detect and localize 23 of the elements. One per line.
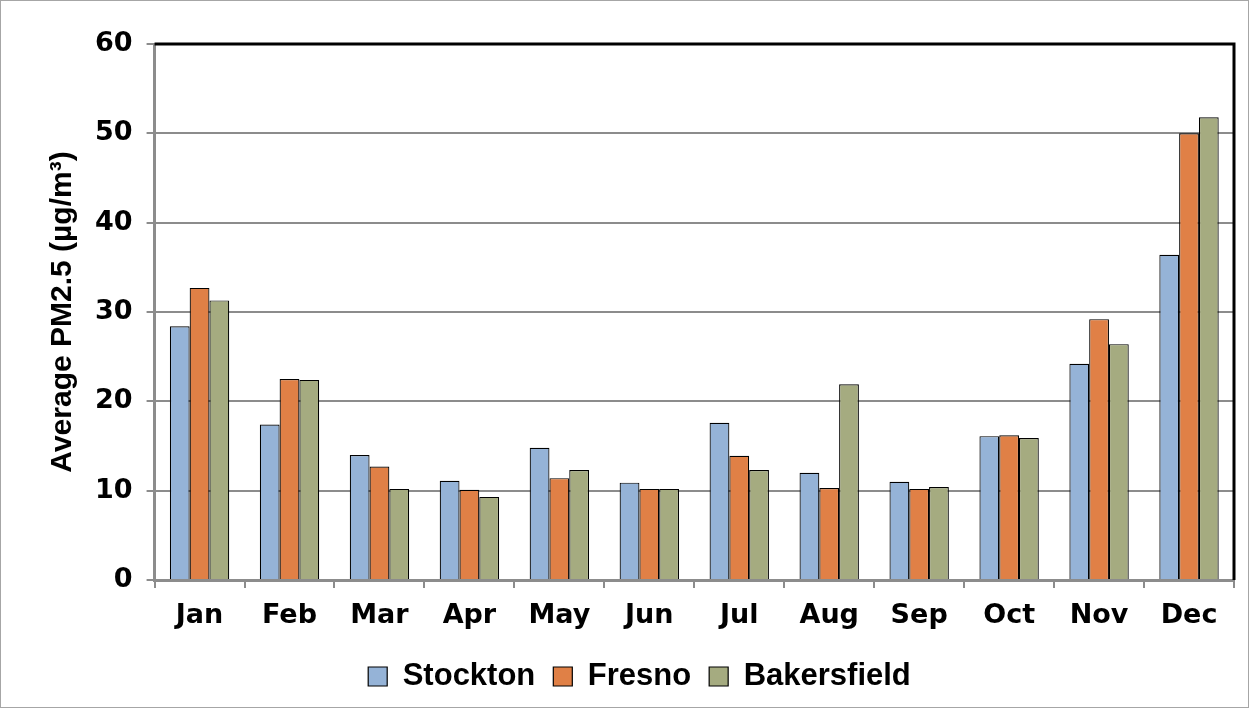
x-tick-label: Apr bbox=[442, 597, 497, 629]
legend-label: Stockton bbox=[402, 657, 536, 693]
y-tick-label: 20 bbox=[95, 383, 133, 415]
y-tick-label: 30 bbox=[95, 294, 133, 326]
y-tick-label: 10 bbox=[95, 472, 133, 504]
x-tick-label: Oct bbox=[983, 597, 1036, 629]
x-tick-label: Dec bbox=[1160, 597, 1218, 629]
x-tick-label: Sep bbox=[890, 597, 948, 629]
y-tick-label: 0 bbox=[113, 562, 133, 594]
x-tick-label: Nov bbox=[1069, 597, 1129, 629]
x-tick-label: May bbox=[528, 597, 591, 629]
x-tick-label: Jan bbox=[173, 597, 224, 629]
y-tick-label: 40 bbox=[95, 204, 133, 236]
legend-label: Fresno bbox=[587, 657, 692, 693]
x-tick-label: Aug bbox=[799, 597, 859, 629]
x-tick-label: Jun bbox=[623, 597, 674, 629]
x-tick-label: Feb bbox=[262, 597, 317, 629]
y-tick-label: 50 bbox=[95, 115, 133, 147]
y-tick-label: 60 bbox=[95, 26, 133, 58]
x-tick-label: Mar bbox=[350, 597, 410, 629]
legend-label: Bakersfield bbox=[743, 657, 911, 693]
x-tick-label: Jul bbox=[718, 597, 759, 629]
y-axis-title: Average PM2.5 (µg/m³) bbox=[44, 151, 78, 473]
